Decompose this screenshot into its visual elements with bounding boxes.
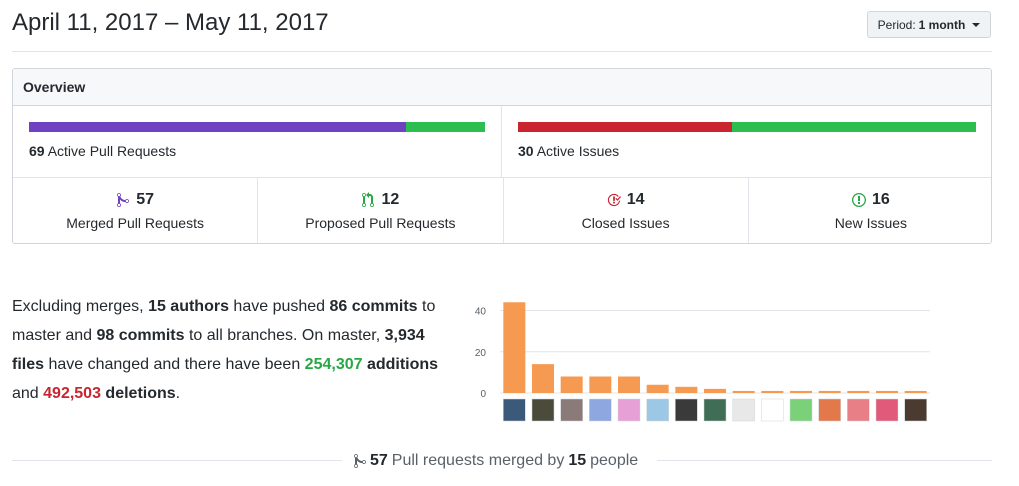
stat-proposed-pull-requests[interactable]: 12 Proposed Pull Requests <box>258 178 504 243</box>
issues-summary[interactable]: 30 Active Issues <box>502 106 991 178</box>
stat-merged-pull-requests[interactable]: 57 Merged Pull Requests <box>13 178 259 243</box>
commit-bar[interactable] <box>675 386 698 393</box>
git-merge-icon <box>117 192 130 207</box>
commit-summary: Excluding merges, 15 authors have pushed… <box>12 298 439 402</box>
issue-closed-icon <box>607 193 621 207</box>
stats-divider <box>13 177 991 178</box>
author-avatar[interactable] <box>789 398 813 422</box>
commit-bar[interactable] <box>589 376 612 394</box>
page-title: April 11, 2017 – May 11, 2017 <box>12 9 329 36</box>
author-avatar[interactable] <box>560 398 583 422</box>
closed-issues-segment <box>518 122 732 132</box>
merged-count: 57 <box>136 191 155 208</box>
closed-count: 14 <box>626 191 645 208</box>
proposed-label: Proposed Pull Requests <box>305 215 456 231</box>
stat-new-issues[interactable]: 16 New Issues <box>749 178 991 243</box>
stats-row: 57 Merged Pull Requests 12 Proposed Pull… <box>13 178 991 243</box>
author-avatar[interactable] <box>503 398 526 422</box>
author-avatar[interactable] <box>646 398 669 422</box>
pull-requests-merged-summary: 57 Pull requests merged by 15 people <box>350 452 643 470</box>
commit-bar[interactable] <box>704 388 726 393</box>
author-avatar[interactable] <box>904 398 927 422</box>
additions-count: 254,307 <box>304 356 363 373</box>
open-issues-segment <box>731 122 976 132</box>
all-commits: 98 commits <box>96 327 185 344</box>
active-pull-requests-label: 69 Active Pull Requests <box>29 143 177 159</box>
commit-bar[interactable] <box>847 390 870 393</box>
author-avatar[interactable] <box>617 398 641 422</box>
commit-bar[interactable] <box>790 390 812 393</box>
author-avatar[interactable] <box>531 398 555 422</box>
footer-rule-right <box>657 460 992 461</box>
commits-by-author-chart: 0 20 40 <box>475 302 930 422</box>
merged-pr-segment <box>29 122 406 132</box>
author-avatar[interactable] <box>732 398 755 422</box>
issue-opened-icon <box>851 193 866 207</box>
open-pr-segment <box>405 122 485 132</box>
header-divider <box>12 51 992 52</box>
period-prefix: Period: <box>877 17 916 32</box>
commit-bar[interactable] <box>904 390 927 393</box>
proposed-count: 12 <box>381 191 400 208</box>
period-dropdown-button[interactable]: Period: 1 month <box>867 11 991 38</box>
author-avatar[interactable] <box>875 398 899 422</box>
closed-label: Closed Issues <box>581 215 670 231</box>
commit-bar[interactable] <box>618 376 640 394</box>
files-changed: 3,934 files <box>12 327 425 373</box>
new-issues-label: New Issues <box>834 215 908 231</box>
active-issues-label: 30 Active Issues <box>518 143 620 159</box>
y-tick-label: 0 <box>480 389 486 400</box>
author-avatar[interactable] <box>675 398 698 422</box>
pull-requests-summary[interactable]: 69 Active Pull Requests <box>13 106 502 178</box>
merged-label: Merged Pull Requests <box>66 215 204 231</box>
pull-requests-bar <box>29 122 485 132</box>
deletions-count: 492,503 <box>43 385 101 402</box>
author-avatar[interactable] <box>847 398 870 422</box>
authors-count: 15 authors <box>148 298 229 315</box>
caret-down-icon <box>972 22 981 27</box>
commit-bar[interactable] <box>761 390 784 393</box>
overview-title: Overview <box>13 69 991 106</box>
commit-bar[interactable] <box>876 390 898 393</box>
pull-requests-footer: 57 Pull requests merged by 15 people <box>12 449 992 473</box>
y-tick-label: 20 <box>475 348 487 359</box>
commit-bar[interactable] <box>503 302 526 393</box>
git-merge-icon <box>354 453 366 468</box>
footer-people-count: 15 <box>568 452 587 469</box>
commit-bar[interactable] <box>732 390 755 393</box>
author-avatar[interactable] <box>818 398 841 422</box>
author-avatar[interactable] <box>761 398 784 422</box>
git-pull-request-icon <box>362 192 375 207</box>
commit-bar[interactable] <box>560 376 583 394</box>
footer-rule-left <box>12 460 342 461</box>
footer-merged-count: 57 <box>370 452 388 469</box>
y-tick-label: 40 <box>475 307 487 318</box>
author-avatar[interactable] <box>703 398 727 422</box>
overview-panel: Overview 69 Active Pull Requests 30 Acti… <box>12 68 992 244</box>
new-issues-count: 16 <box>871 191 890 208</box>
author-avatar[interactable] <box>589 398 612 422</box>
master-commits: 86 commits <box>329 298 418 315</box>
stat-closed-issues[interactable]: 14 Closed Issues <box>504 178 749 243</box>
commit-bar[interactable] <box>646 384 669 393</box>
issues-bar <box>518 122 976 132</box>
commit-bar[interactable] <box>532 364 554 393</box>
commit-bar[interactable] <box>818 390 841 393</box>
period-value: 1 month <box>918 17 966 32</box>
